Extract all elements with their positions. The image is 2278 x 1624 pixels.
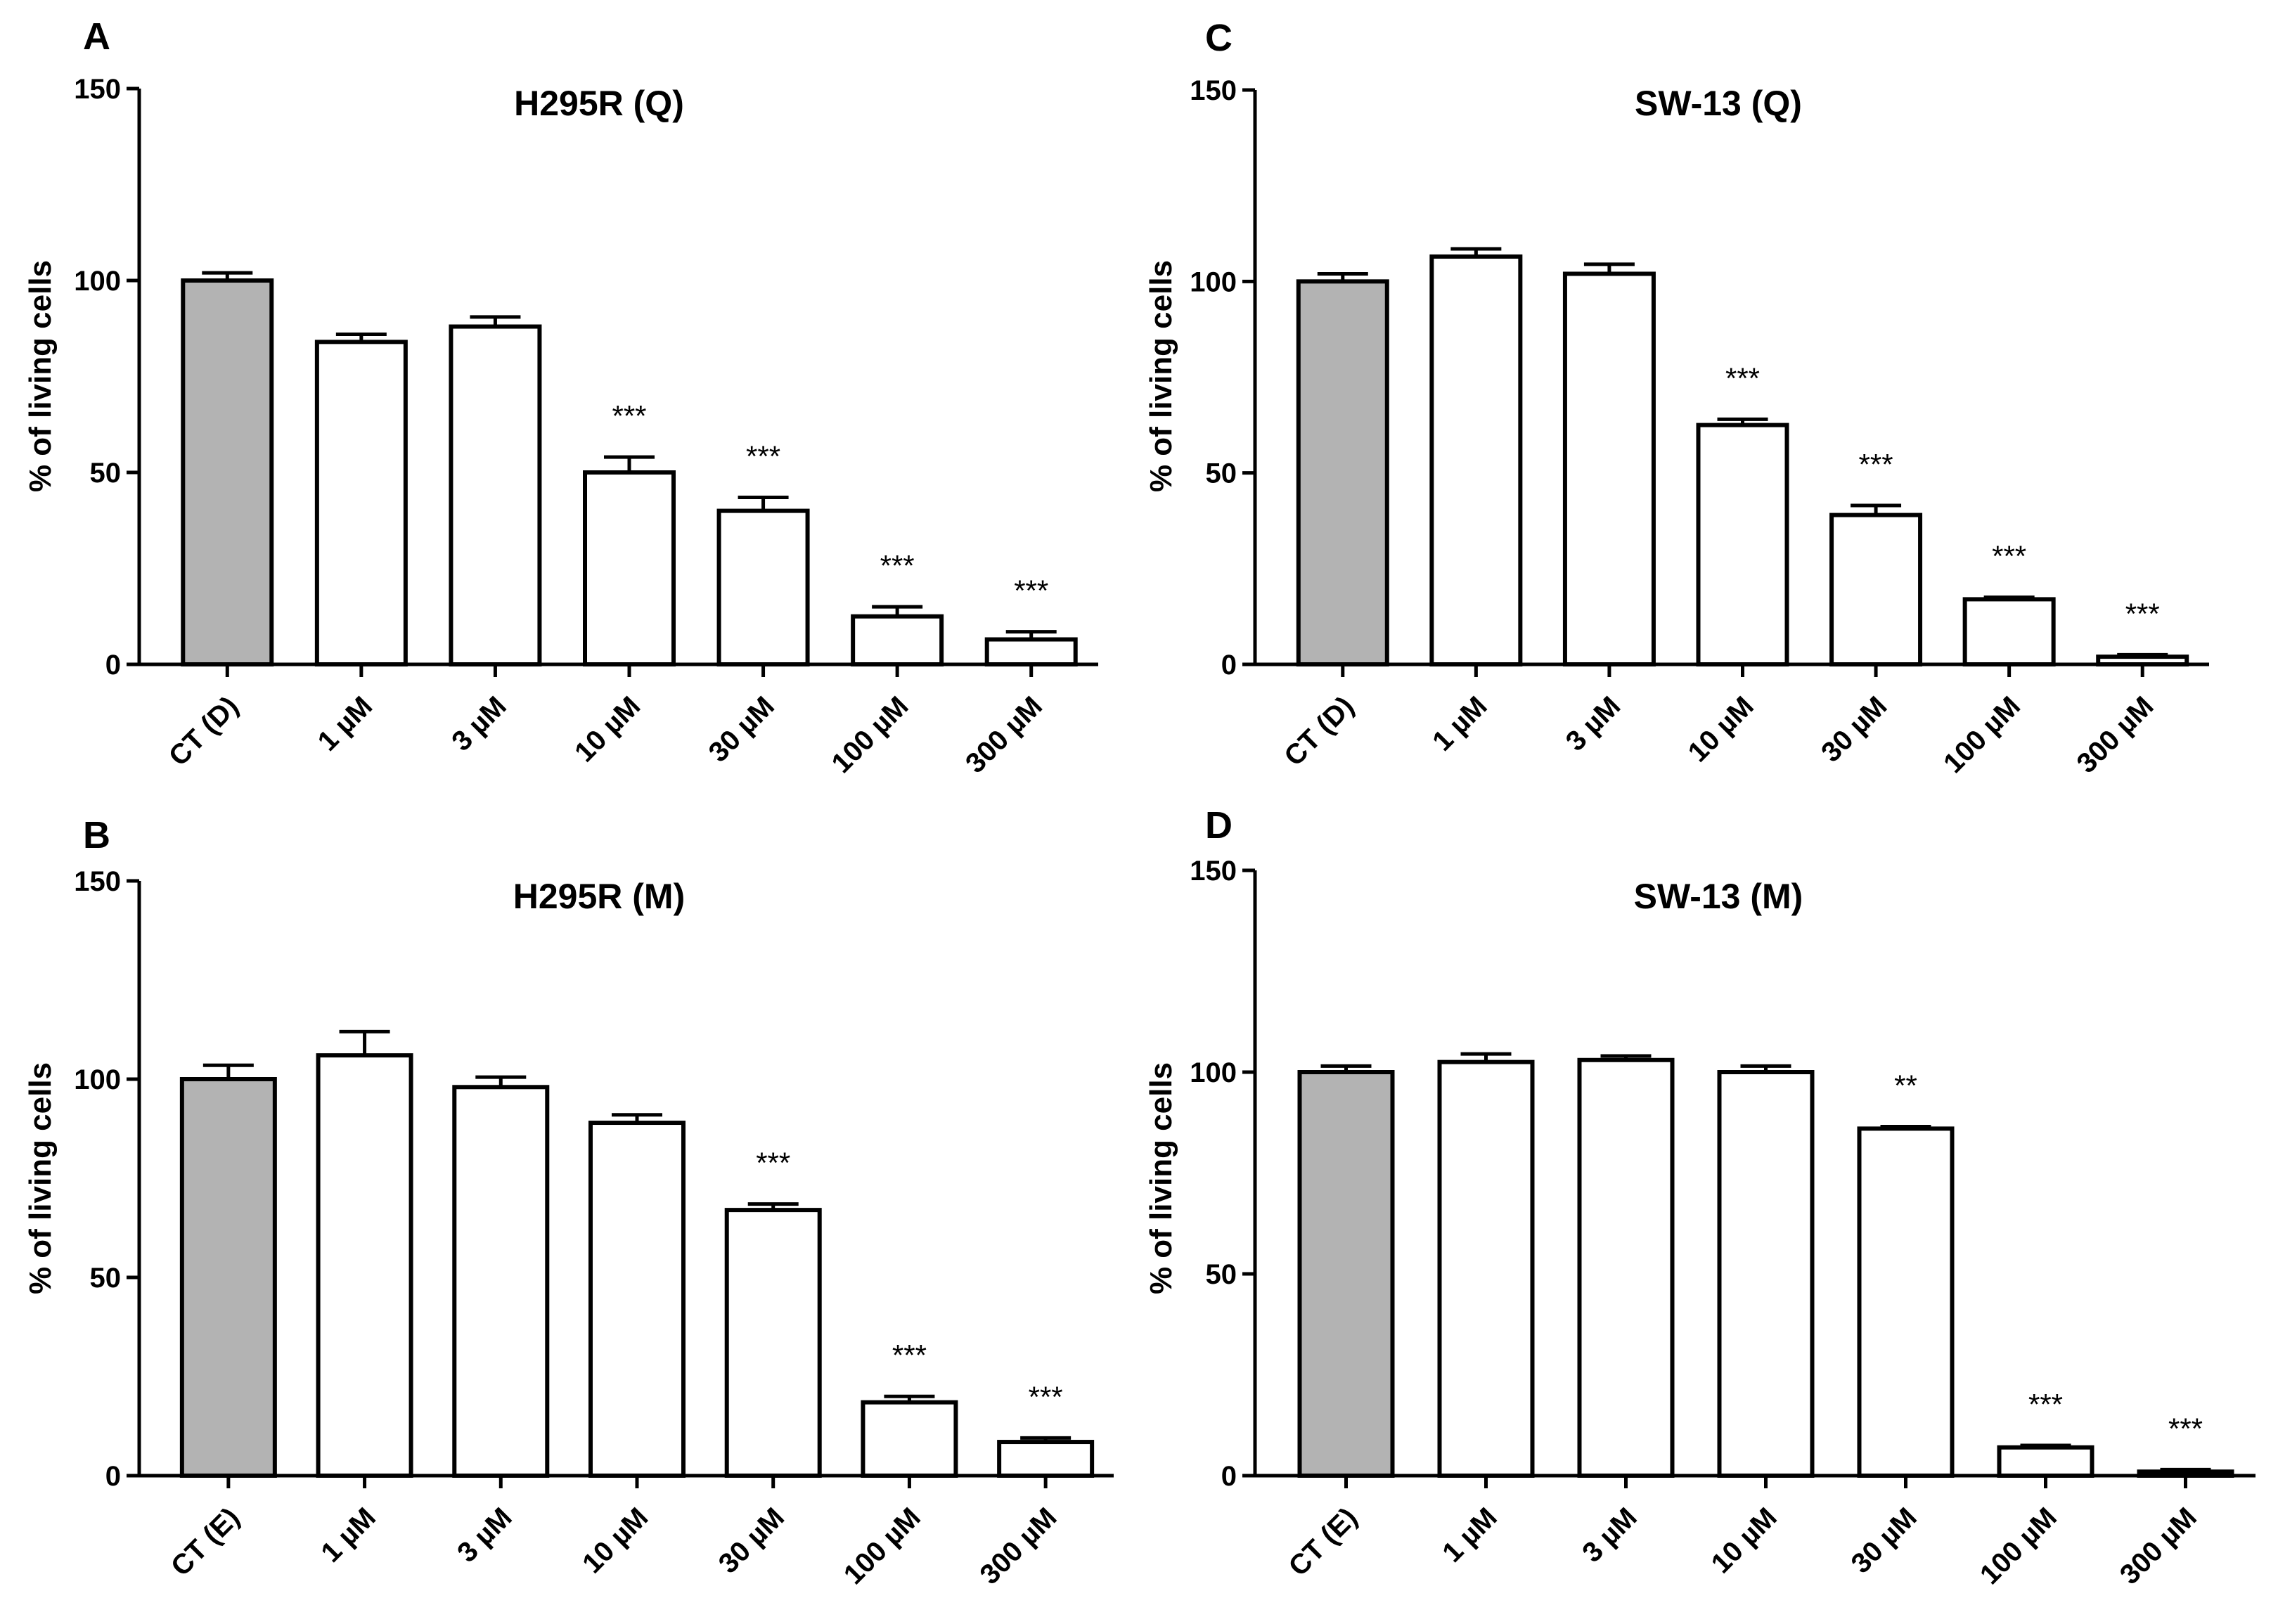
panel-b-x-tick-label: 100 µM xyxy=(838,1502,927,1590)
panel-d-bar xyxy=(1297,1070,1395,1478)
panel-d-significance-marker: ** xyxy=(1894,1069,1917,1102)
panel-a-x-tick-label: CT (D) xyxy=(163,690,245,772)
panel-d-y-tick-label: 100 xyxy=(1190,1057,1237,1088)
panel-d-y-tick-label: 0 xyxy=(1221,1461,1237,1492)
panel-b-bar xyxy=(724,1208,822,1478)
panel-c-bar xyxy=(1696,423,1789,666)
panel-b-y-tick-label: 50 xyxy=(90,1263,122,1294)
panel-c-significance-marker: *** xyxy=(1859,448,1893,481)
panel-a-bar xyxy=(314,340,408,666)
panel-b-letter: B xyxy=(83,814,110,856)
panel-c-x-tick-label: 100 µM xyxy=(1938,690,2026,779)
panel-b-y-tick-label: 0 xyxy=(105,1461,121,1492)
panel-c-y-axis-label: % of living cells xyxy=(1144,260,1178,492)
panel-c-y-tick-label: 100 xyxy=(1190,266,1237,297)
panel-c-x-tick-label: 3 µM xyxy=(1560,690,1627,757)
panel-a-y-tick-label: 150 xyxy=(74,74,121,105)
panel-c-significance-marker: *** xyxy=(1725,361,1760,394)
panel-b-y-tick-label: 100 xyxy=(74,1064,121,1095)
panel-c-x-tick-label: CT (D) xyxy=(1278,690,1360,772)
panel-d-bar xyxy=(2137,1469,2234,1478)
panel-a-significance-marker: *** xyxy=(880,549,915,582)
panel-c-x-tick-label: 300 µM xyxy=(2071,690,2160,779)
panel-b-x-tick-label: 3 µM xyxy=(451,1502,518,1568)
panel-b-significance-marker: *** xyxy=(1029,1380,1063,1413)
panel-c-bar xyxy=(1429,254,1523,666)
panel-d-x-tick-label: CT (E) xyxy=(1282,1502,1363,1582)
panel-b-x-tick-label: 10 µM xyxy=(577,1502,654,1579)
panel-b-bar xyxy=(861,1400,958,1478)
panel-b-y-tick-label: 150 xyxy=(74,866,121,897)
panel-a-significance-marker: *** xyxy=(612,399,646,432)
panel-c-bar xyxy=(1562,271,1656,666)
panel-d-x-tick-label: 300 µM xyxy=(2114,1502,2203,1590)
panel-c-x-tick-label: 30 µM xyxy=(1815,690,1893,768)
panel-c-letter: C xyxy=(1205,17,1233,59)
panel-c-significance-marker: *** xyxy=(2125,597,2160,630)
panel-a-significance-marker: *** xyxy=(746,439,780,472)
panel-d-y-tick-label: 50 xyxy=(1206,1259,1237,1290)
panel-a-y-axis-label: % of living cells xyxy=(23,260,58,492)
panel-c-bar xyxy=(1962,597,2056,667)
panel-b-bar xyxy=(452,1085,550,1478)
panel-d-bar xyxy=(1437,1059,1535,1478)
panel-a-bar xyxy=(984,637,1078,667)
panel-a-y-tick-label: 100 xyxy=(74,266,121,297)
panel-c-bar xyxy=(1296,279,1389,667)
panel-a-bar xyxy=(449,324,542,666)
panel-a-x-tick-label: 300 µM xyxy=(960,690,1048,779)
panel-b-x-tick-label: CT (E) xyxy=(165,1502,245,1582)
panel-d-x-tick-label: 30 µM xyxy=(1846,1502,1923,1579)
panel-c-significance-marker: *** xyxy=(1992,540,2026,573)
panel-c-x-tick-label: 10 µM xyxy=(1682,690,1760,768)
panel-b-bar xyxy=(316,1053,413,1478)
panel-a-bar xyxy=(583,470,676,666)
panel-d-bar xyxy=(1577,1057,1675,1478)
panel-d-bar xyxy=(1997,1445,2094,1478)
panel-d-y-axis-label: % of living cells xyxy=(1144,1062,1178,1294)
panel-c-y-tick-label: 0 xyxy=(1221,650,1237,681)
panel-b-significance-marker: *** xyxy=(756,1147,790,1180)
panel-a-bar xyxy=(181,278,274,666)
panel-d-x-tick-label: 1 µM xyxy=(1436,1502,1503,1568)
panel-b-bar xyxy=(588,1121,686,1478)
panel-a-x-tick-label: 30 µM xyxy=(703,690,780,768)
panel-b-bar xyxy=(179,1077,277,1478)
panel-a-x-tick-label: 100 µM xyxy=(825,690,914,779)
panel-a-significance-marker: *** xyxy=(1014,574,1048,607)
panel-a-y-tick-label: 50 xyxy=(90,458,122,489)
panel-d-significance-marker: *** xyxy=(2028,1388,2063,1421)
panel-b-y-axis-label: % of living cells xyxy=(23,1062,58,1294)
panel-c-title: SW-13 (Q) xyxy=(1635,84,1802,123)
panel-b-significance-marker: *** xyxy=(892,1339,927,1372)
panel-d-bar xyxy=(1857,1126,1955,1478)
panel-c-bar xyxy=(2096,655,2189,667)
panel-d-y-tick-label: 150 xyxy=(1190,856,1237,887)
panel-d-x-tick-label: 10 µM xyxy=(1706,1502,1783,1579)
panel-c-y-tick-label: 150 xyxy=(1190,75,1237,106)
panel-c-y-tick-label: 50 xyxy=(1206,458,1237,489)
panel-a-x-tick-label: 10 µM xyxy=(569,690,646,768)
panel-a-y-tick-label: 0 xyxy=(105,650,121,681)
panel-a-letter: A xyxy=(83,15,110,58)
panel-b-x-tick-label: 30 µM xyxy=(713,1502,790,1579)
panel-d-significance-marker: *** xyxy=(2168,1412,2203,1445)
panel-c-bar xyxy=(1829,513,1923,667)
panel-c-x-tick-label: 1 µM xyxy=(1427,690,1493,757)
panel-a-x-tick-label: 1 µM xyxy=(312,690,379,757)
panel-b-bar xyxy=(997,1440,1095,1478)
panel-d-title: SW-13 (M) xyxy=(1634,877,1803,916)
panel-a-bar xyxy=(716,508,810,666)
panel-a-x-tick-label: 3 µM xyxy=(446,690,513,757)
panel-d-bar xyxy=(1717,1070,1815,1478)
panel-d-letter: D xyxy=(1205,804,1233,846)
panel-b-title: H295R (M) xyxy=(513,877,685,916)
panel-a-title: H295R (Q) xyxy=(514,84,684,123)
panel-b-x-tick-label: 1 µM xyxy=(315,1502,382,1568)
panel-b-x-tick-label: 300 µM xyxy=(974,1502,1062,1590)
panel-d-x-tick-label: 100 µM xyxy=(1974,1502,2063,1590)
panel-d-x-tick-label: 3 µM xyxy=(1576,1502,1643,1568)
panel-a-bar xyxy=(851,614,944,666)
